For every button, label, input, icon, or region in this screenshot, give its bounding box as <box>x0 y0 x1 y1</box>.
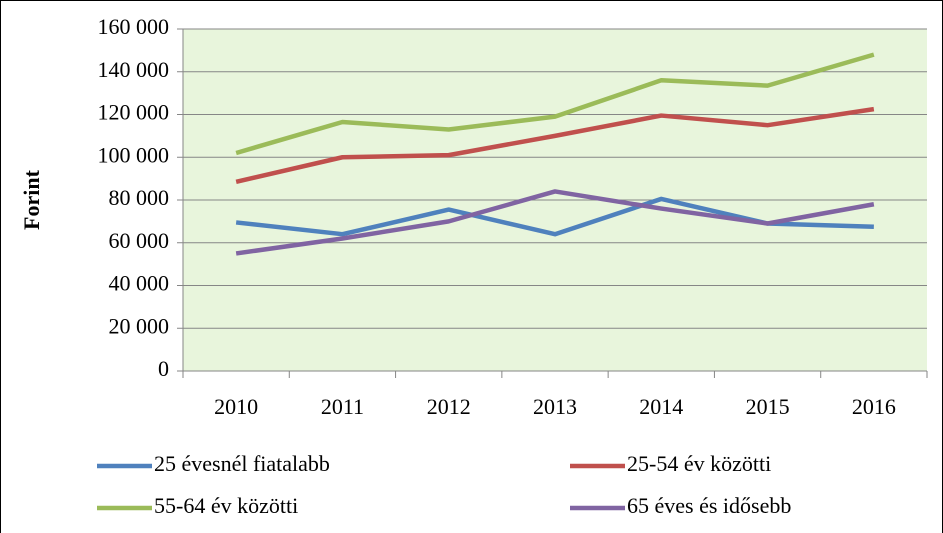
y-tick-label: 40 000 <box>109 271 170 296</box>
x-tick-label: 2015 <box>746 394 790 419</box>
y-tick-label: 120 000 <box>98 100 170 125</box>
y-tick-label: 60 000 <box>109 228 170 253</box>
legend-label: 65 éves és idősebb <box>627 493 791 518</box>
x-tick-label: 2010 <box>214 394 258 419</box>
y-axis-title: Forint <box>19 169 44 230</box>
series-line <box>235 106 875 185</box>
x-tick-label: 2014 <box>639 394 683 419</box>
series-line <box>235 189 875 256</box>
x-tick-label: 2011 <box>321 394 364 419</box>
y-tick-label: 140 000 <box>98 57 170 82</box>
y-tick-label: 80 000 <box>109 185 170 210</box>
y-tick-label: 160 000 <box>98 14 170 39</box>
y-tick-label: 100 000 <box>98 142 170 167</box>
x-tick-label: 2013 <box>533 394 577 419</box>
legend-label: 25 évesnél fiatalabb <box>154 451 330 476</box>
series-line <box>235 52 875 156</box>
legend-label: 25-54 év közötti <box>627 451 771 476</box>
y-tick-label: 20 000 <box>109 313 170 338</box>
x-tick-label: 2012 <box>427 394 471 419</box>
legend-label: 55-64 év közötti <box>154 493 298 518</box>
x-tick-label: 2016 <box>852 394 896 419</box>
y-tick-label: 0 <box>158 356 169 381</box>
